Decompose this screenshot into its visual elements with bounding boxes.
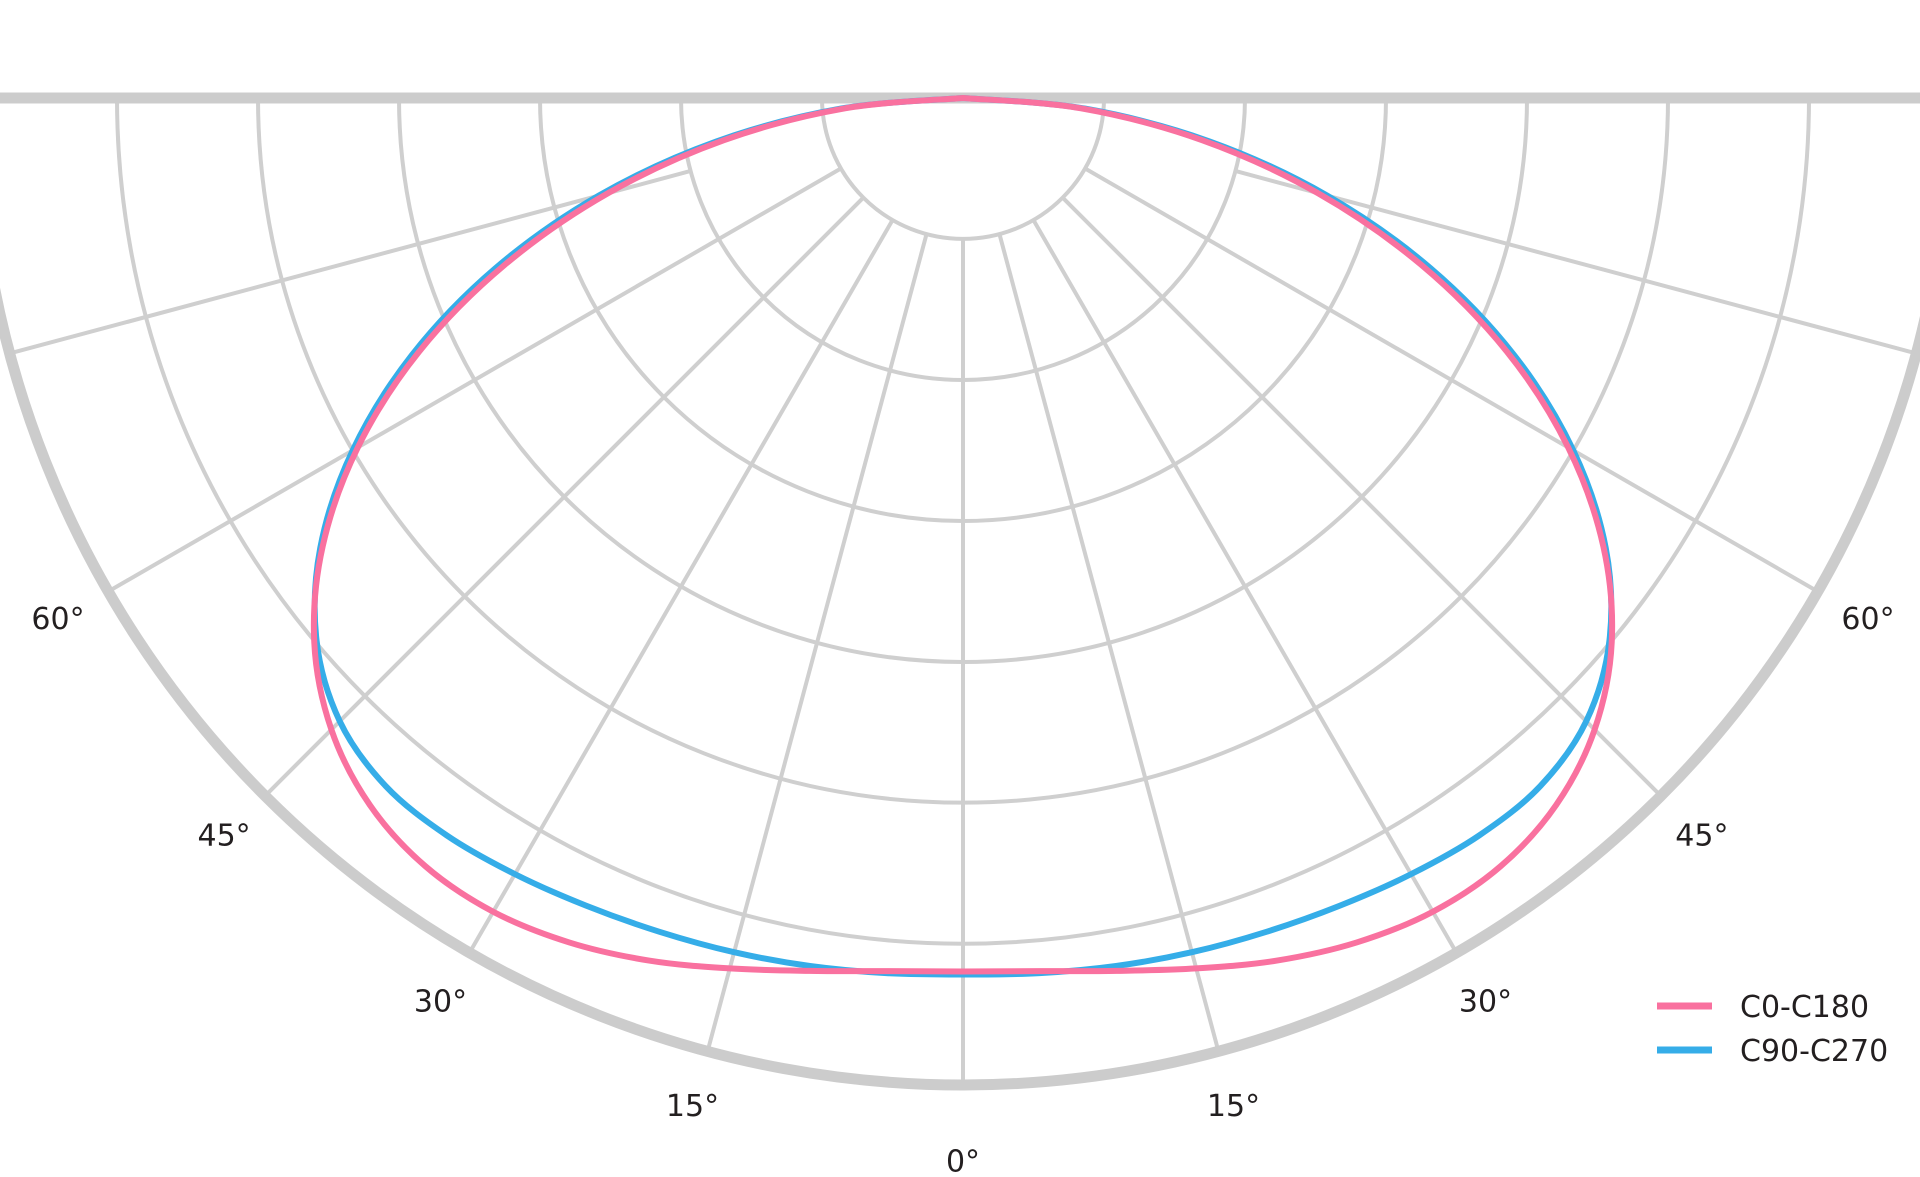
angle-label-left-45: 45° xyxy=(198,818,251,853)
angle-label-center-0: 0° xyxy=(946,1145,980,1177)
angle-label-left-30: 30° xyxy=(414,985,467,1020)
intensity-curves xyxy=(310,95,1616,978)
legend-label-c0-c180: C0-C180 xyxy=(1740,990,1869,1025)
grid-spoke--30 xyxy=(467,219,895,954)
grid-spoke-15 xyxy=(997,233,1221,1052)
grid-spokes xyxy=(9,166,1917,1085)
chart-legend: C0-C180 C90-C270 xyxy=(1657,990,1888,1069)
grid-spoke-60 xyxy=(1084,166,1819,594)
legend-item-c0-c180: C0-C180 xyxy=(1657,990,1869,1025)
grid-outer-boundary xyxy=(0,92,1920,1091)
grid-spoke--15 xyxy=(705,233,929,1052)
legend-item-c90-c270: C90-C270 xyxy=(1657,1034,1888,1069)
angle-label-right-60: 60° xyxy=(1841,602,1894,637)
grid-spoke--60 xyxy=(107,166,842,594)
angle-label-right-45: 45° xyxy=(1675,818,1728,853)
legend-label-c90-c270: C90-C270 xyxy=(1740,1034,1888,1069)
polar-grid xyxy=(0,92,1920,1091)
angle-label-right-30: 30° xyxy=(1459,985,1512,1020)
grid-ring-1 xyxy=(820,97,1106,241)
grid-spoke-75 xyxy=(1234,169,1917,356)
angle-label-right-15: 15° xyxy=(1207,1089,1260,1124)
curve-c0-c180 xyxy=(310,95,1616,975)
grid-spoke--75 xyxy=(9,169,692,356)
grid-spoke-30 xyxy=(1031,219,1459,954)
grid-spoke-45 xyxy=(1061,196,1663,798)
angle-tick-labels: 90°75°60°45°30°15°0°15°30°45°60°75°90° xyxy=(31,602,1894,1177)
grid-outer-arc xyxy=(0,287,1920,1091)
grid-spoke--45 xyxy=(263,196,865,798)
angle-label-left-15: 15° xyxy=(666,1089,719,1124)
angle-label-left-60: 60° xyxy=(31,602,84,637)
